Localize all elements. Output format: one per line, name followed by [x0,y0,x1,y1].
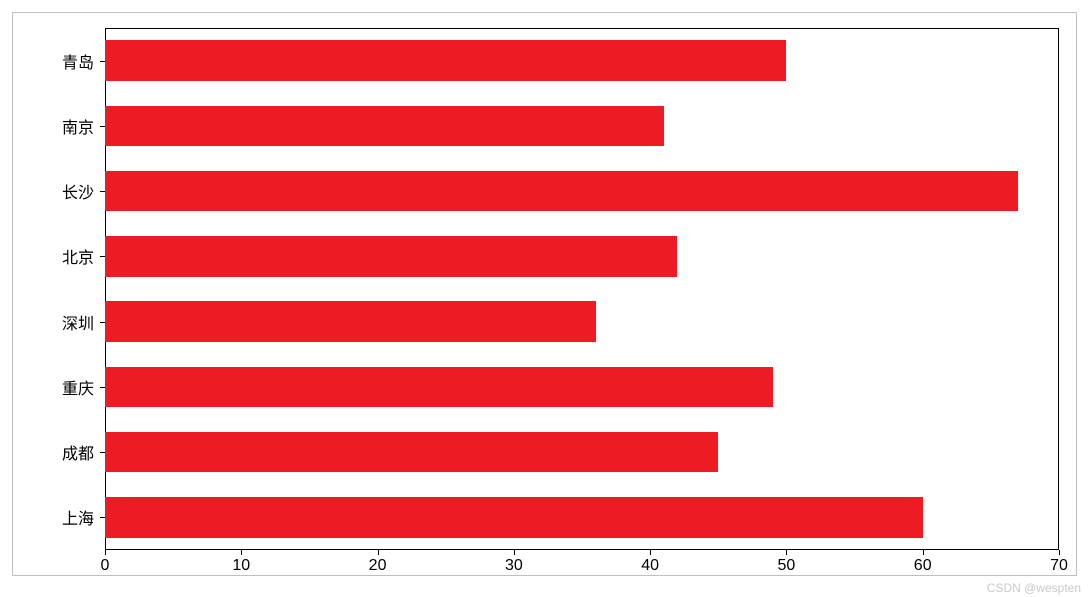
y-tick-label: 上海 [62,505,94,529]
x-tick-mark [650,550,651,555]
bar [105,236,677,276]
bar [105,40,786,80]
x-tick-mark [1059,550,1060,555]
y-tick-mark [100,191,105,192]
y-tick-label: 南京 [62,114,94,138]
y-tick-label: 深圳 [62,310,94,334]
x-tick-mark [105,550,106,555]
x-tick-mark [241,550,242,555]
x-tick-label: 40 [641,557,659,575]
y-tick-mark [100,517,105,518]
bar [105,106,664,146]
y-tick-label: 成都 [62,440,94,464]
y-tick-mark [100,452,105,453]
bar [105,497,923,537]
x-tick-label: 60 [914,557,932,575]
y-tick-mark [100,387,105,388]
y-tick-label: 青岛 [62,49,94,73]
x-tick-mark [514,550,515,555]
y-tick-label: 重庆 [62,375,94,399]
bar [105,367,773,407]
bar [105,301,596,341]
y-tick-mark [100,256,105,257]
x-tick-label: 30 [505,557,523,575]
y-tick-label: 北京 [62,244,94,268]
bar [105,432,718,472]
y-tick-mark [100,61,105,62]
watermark-text: CSDN @wespten [987,581,1081,595]
x-tick-label: 10 [232,557,250,575]
x-tick-label: 20 [369,557,387,575]
y-tick-mark [100,322,105,323]
x-tick-mark [923,550,924,555]
x-tick-label: 50 [778,557,796,575]
bar [105,171,1018,211]
x-tick-label: 70 [1050,557,1068,575]
x-tick-mark [378,550,379,555]
y-tick-label: 长沙 [62,179,94,203]
x-tick-mark [786,550,787,555]
x-tick-label: 0 [101,557,110,575]
y-tick-mark [100,126,105,127]
